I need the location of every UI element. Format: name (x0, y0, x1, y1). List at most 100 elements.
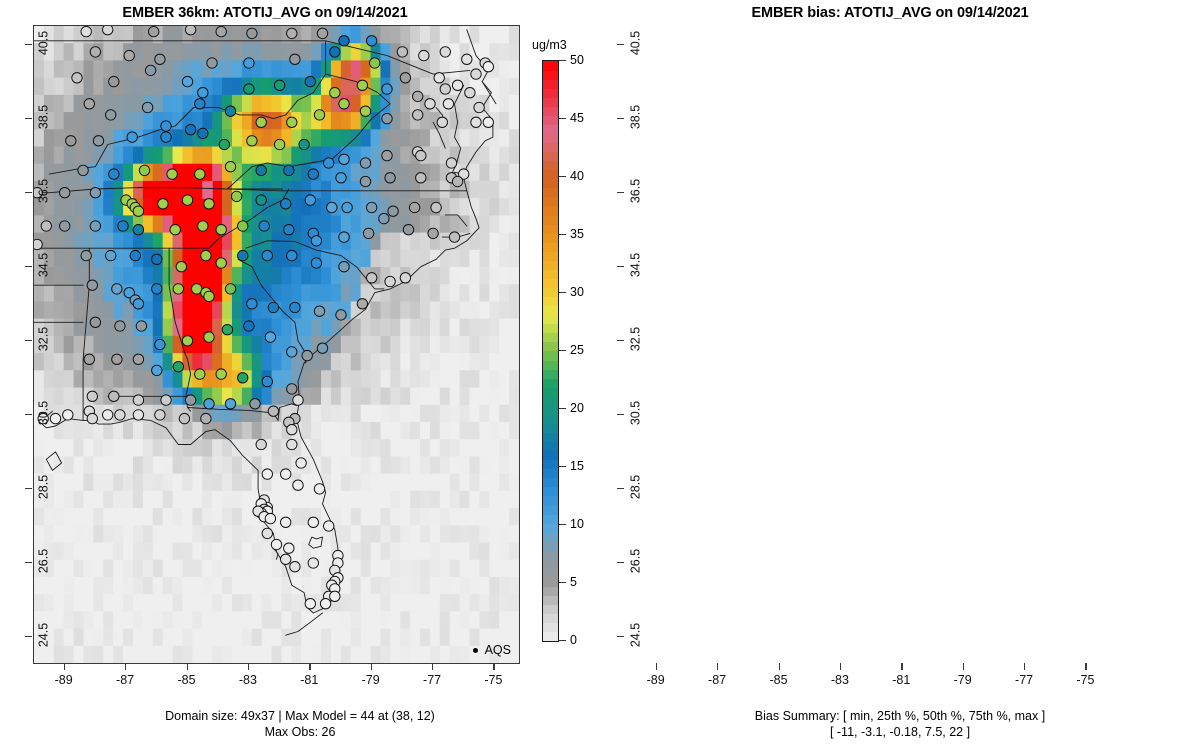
y-tick (617, 413, 624, 416)
colorbar-segment (543, 396, 558, 406)
colorbar-segment (543, 314, 558, 325)
colorbar-tick (559, 234, 566, 236)
aqs-dot-icon (472, 647, 478, 653)
x-tick-label: -81 (892, 673, 911, 687)
colorbar-segment (543, 269, 558, 279)
colorbar-segment (543, 61, 558, 71)
colorbar-segment (543, 124, 558, 134)
colorbar-segment (543, 169, 558, 180)
colorbar-tick-label: 40 (570, 169, 584, 183)
colorbar-segment (543, 459, 558, 470)
colorbar-segment (543, 604, 558, 615)
colorbar-tick (559, 640, 566, 642)
x-tick-label: -81 (300, 673, 319, 687)
model-colorbar-unit: ug/m3 (532, 38, 567, 52)
colorbar-segment (543, 450, 558, 461)
x-tick-label: -87 (708, 673, 727, 687)
colorbar-segment (543, 550, 558, 560)
x-tick (125, 663, 127, 670)
x-tick (839, 663, 842, 670)
colorbar-segment (543, 115, 558, 125)
colorbar-tick (559, 524, 566, 526)
colorbar-tick-label: 5 (570, 575, 577, 589)
colorbar-tick-label: 0 (570, 633, 577, 647)
x-tick-label: -79 (953, 673, 972, 687)
y-tick-label: 32.5 (36, 326, 51, 351)
y-tick-label: 40.5 (628, 30, 643, 55)
y-tick-label: 26.5 (36, 548, 51, 574)
colorbar-tick (559, 60, 566, 62)
colorbar-segment (543, 79, 558, 89)
y-tick (25, 117, 32, 119)
colorbar-tick (559, 118, 566, 120)
y-tick (617, 636, 624, 638)
y-tick (617, 265, 624, 267)
x-tick (778, 663, 780, 670)
y-tick-label: 40.5 (36, 30, 51, 55)
colorbar-tick (559, 466, 566, 468)
y-tick-label: 30.5 (628, 400, 643, 426)
colorbar-segment (543, 151, 558, 162)
colorbar-segment (543, 224, 558, 234)
colorbar-segment (543, 505, 558, 515)
model-caption-line2: Max Obs: 26 (264, 725, 336, 739)
colorbar-segment (543, 341, 558, 352)
y-tick (617, 339, 624, 342)
x-tick (63, 663, 65, 670)
y-tick (617, 43, 624, 45)
y-tick (617, 562, 624, 564)
colorbar-segment (543, 97, 558, 107)
colorbar-tick-label: 35 (570, 227, 584, 241)
colorbar-segment (543, 595, 558, 606)
colorbar-segment (543, 160, 558, 171)
y-tick (617, 191, 624, 193)
colorbar-segment (543, 423, 558, 434)
aqs-legend-model: AQS (472, 643, 511, 657)
y-tick (25, 339, 32, 342)
x-tick-label: -83 (830, 673, 849, 687)
colorbar-segment (543, 387, 558, 397)
colorbar-segment (543, 577, 558, 588)
colorbar-segment (543, 296, 558, 307)
y-tick-label: 28.5 (628, 474, 643, 500)
aqs-legend-label: AQS (484, 643, 511, 657)
x-tick-label: -79 (361, 673, 380, 687)
x-tick (186, 663, 188, 670)
colorbar-segment (543, 477, 558, 488)
colorbar-segment (543, 432, 558, 443)
colorbar-segment (543, 242, 558, 252)
colorbar-segment (543, 196, 558, 207)
colorbar-tick (559, 292, 566, 294)
x-tick (901, 663, 903, 670)
x-tick (370, 663, 372, 670)
x-tick (1085, 663, 1087, 670)
y-tick (25, 265, 32, 267)
colorbar-segment (543, 559, 558, 569)
model-map-plot[interactable]: AQS (33, 25, 520, 664)
colorbar-segment (543, 287, 558, 298)
colorbar-segment (543, 278, 558, 289)
y-tick (25, 43, 32, 45)
model-colorbar-strip (542, 60, 559, 642)
colorbar-tick-label: 20 (570, 401, 584, 415)
colorbar-segment (543, 496, 558, 506)
x-tick (432, 663, 434, 670)
y-tick (25, 191, 32, 193)
colorbar-segment (543, 70, 558, 80)
y-tick-label: 28.5 (36, 474, 51, 500)
colorbar-segment (543, 541, 558, 551)
y-tick-label: 38.5 (36, 104, 51, 129)
x-tick (962, 663, 964, 670)
colorbar-segment (543, 514, 558, 524)
x-tick (247, 663, 250, 670)
colorbar-segment (543, 106, 558, 116)
bias-caption-line2: [ -11, -3.1, -0.18, 7.5, 22 ] (829, 725, 971, 739)
colorbar-segment (543, 305, 558, 316)
y-tick (25, 487, 32, 490)
colorbar-segment (543, 88, 558, 98)
panel-model-title: EMBER 36km: ATOTIJ_AVG on 09/14/2021 (122, 5, 408, 21)
x-tick-label: -85 (769, 673, 788, 687)
x-tick (655, 663, 657, 670)
colorbar-segment (543, 586, 558, 597)
